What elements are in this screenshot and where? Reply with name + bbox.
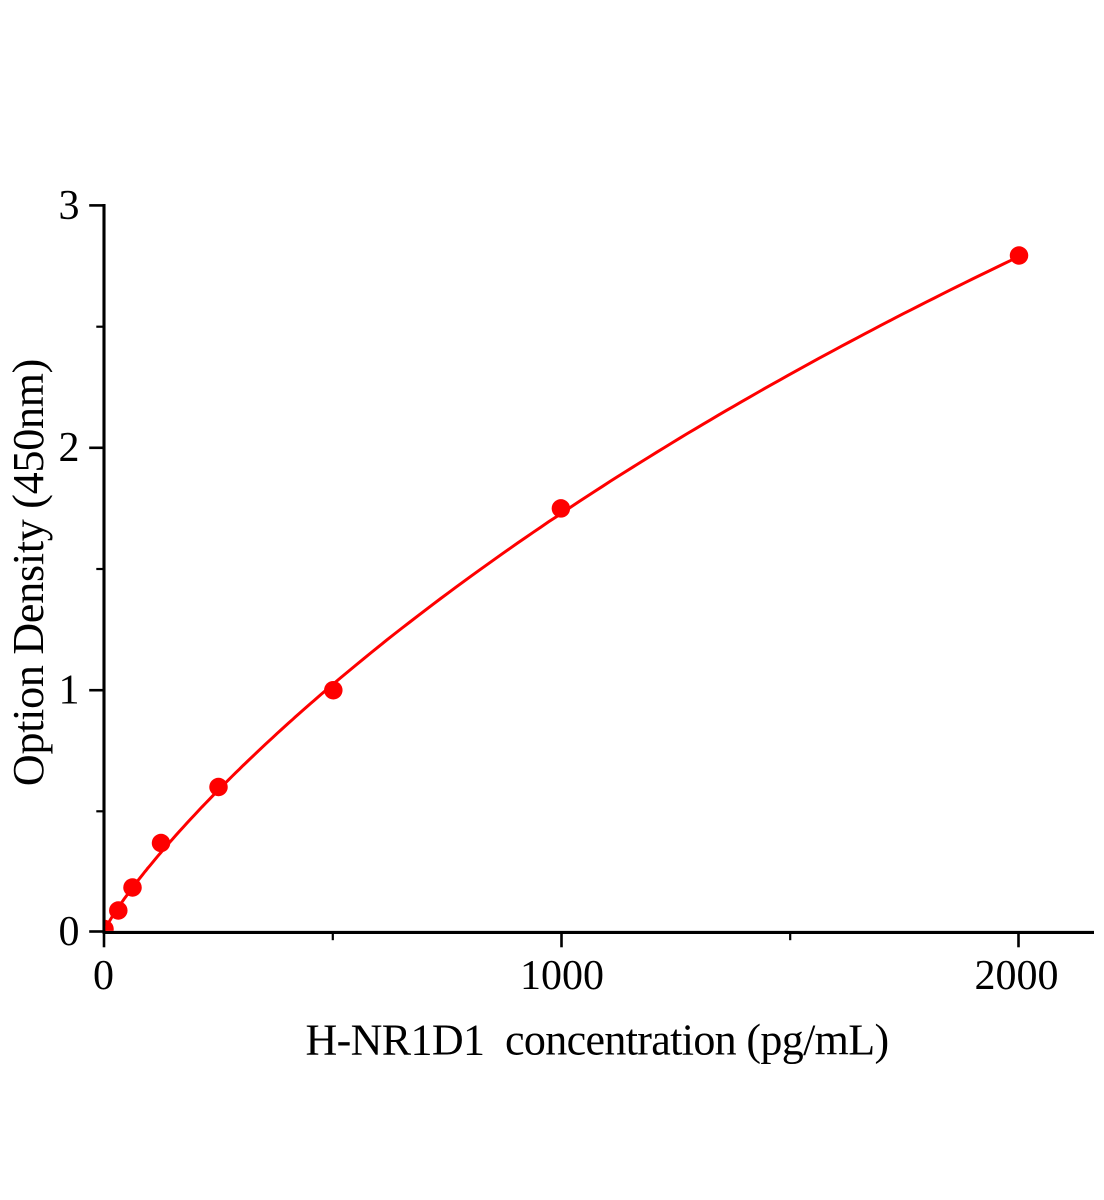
svg-text:0: 0 [59, 909, 80, 955]
svg-text:2: 2 [59, 425, 80, 471]
svg-text:1: 1 [59, 668, 80, 714]
svg-text:Option Density (450nm): Option Density (450nm) [4, 359, 53, 786]
svg-text:0: 0 [93, 953, 114, 999]
svg-text:2000: 2000 [975, 953, 1059, 999]
svg-text:H-NR1D1 concentration (pg/mL): H-NR1D1 concentration (pg/mL) [306, 1016, 889, 1065]
svg-text:1000: 1000 [520, 953, 604, 999]
svg-text:3: 3 [59, 183, 80, 229]
